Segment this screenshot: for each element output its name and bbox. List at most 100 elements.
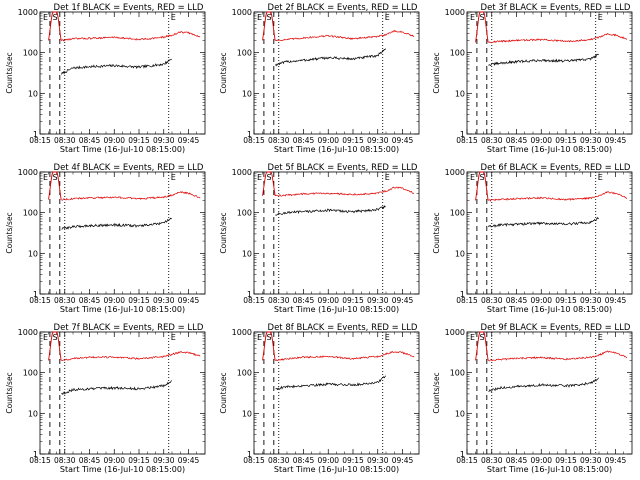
y-tick-label: 1000 bbox=[232, 8, 252, 17]
lld-peak bbox=[48, 171, 62, 200]
s-marker-label: S bbox=[53, 173, 58, 182]
y-tick-label: 100 bbox=[237, 369, 252, 378]
x-tick-label: 09:45 bbox=[605, 296, 627, 305]
y-tick-label: 100 bbox=[237, 49, 252, 58]
x-tick-label: 09:00 bbox=[103, 456, 125, 465]
x-axis-label: Start Time (16-Jul-10 08:15:00) bbox=[487, 145, 612, 154]
x-tick-label: 08:15 bbox=[456, 456, 478, 465]
x-axis-label: Start Time (16-Jul-10 08:15:00) bbox=[274, 305, 399, 314]
lld-peak bbox=[48, 11, 62, 41]
x-tick-label: 09:15 bbox=[555, 296, 577, 305]
y-tick-label: 1 bbox=[460, 130, 465, 139]
x-tick-label: 08:15 bbox=[456, 136, 478, 145]
y-axis-label: Counts/sec bbox=[219, 372, 228, 413]
y-tick-label: 100 bbox=[23, 369, 38, 378]
x-tick-label: 08:15 bbox=[456, 296, 478, 305]
x-tick-label: 08:30 bbox=[481, 456, 503, 465]
x-tick-label: 09:45 bbox=[178, 296, 200, 305]
x-tick-label: 08:30 bbox=[481, 296, 503, 305]
y-tick-label: 1000 bbox=[445, 328, 465, 337]
x-axis-label: Start Time (16-Jul-10 08:15:00) bbox=[274, 465, 399, 474]
panel-title: Det 1f BLACK = Events, RED = LLD bbox=[54, 3, 204, 13]
x-axis-label: Start Time (16-Jul-10 08:15:00) bbox=[487, 305, 612, 314]
x-tick-label: 09:30 bbox=[580, 456, 602, 465]
y-axis-label: Counts/sec bbox=[219, 52, 228, 93]
x-axis-label: Start Time (16-Jul-10 08:15:00) bbox=[60, 305, 185, 314]
e-marker-label: E bbox=[171, 333, 176, 342]
e-marker-label: E bbox=[385, 173, 390, 182]
s-marker-label: S bbox=[53, 13, 58, 22]
x-tick-label: 09:45 bbox=[392, 296, 414, 305]
x-tick-label: 08:45 bbox=[293, 296, 315, 305]
panel-title: Det 9f BLACK = Events, RED = LLD bbox=[481, 323, 631, 333]
s-marker-label: S bbox=[267, 13, 272, 22]
x-tick-label: 09:15 bbox=[555, 136, 577, 145]
x-tick-label: 09:15 bbox=[342, 456, 364, 465]
panel-title: Det 4f BLACK = Events, RED = LLD bbox=[54, 163, 204, 173]
y-tick-label: 1 bbox=[247, 290, 252, 299]
x-axis-label: Start Time (16-Jul-10 08:15:00) bbox=[60, 465, 185, 474]
y-tick-label: 1 bbox=[460, 450, 465, 459]
x-tick-label: 08:45 bbox=[293, 136, 315, 145]
x-tick-label: 09:30 bbox=[153, 136, 175, 145]
events-series-line bbox=[61, 58, 172, 75]
y-tick-label: 10 bbox=[242, 89, 252, 98]
x-axis-label: Start Time (16-Jul-10 08:15:00) bbox=[274, 145, 399, 154]
x-tick-label: 08:30 bbox=[54, 136, 76, 145]
x-tick-label: 08:30 bbox=[54, 296, 76, 305]
s-marker-label: S bbox=[480, 333, 485, 342]
e-marker-label: E bbox=[171, 13, 176, 22]
events-series-line bbox=[61, 380, 172, 396]
events-series-line bbox=[275, 48, 386, 67]
x-tick-label: 08:30 bbox=[481, 136, 503, 145]
panel-title: Det 3f BLACK = Events, RED = LLD bbox=[481, 3, 631, 13]
x-tick-label: 08:45 bbox=[79, 296, 101, 305]
e-marker-label: E bbox=[257, 13, 262, 22]
events-series-line bbox=[61, 217, 172, 230]
x-tick-label: 09:45 bbox=[605, 456, 627, 465]
y-axis-label: Counts/sec bbox=[432, 212, 441, 253]
y-tick-label: 1 bbox=[33, 290, 38, 299]
x-tick-label: 09:30 bbox=[367, 296, 389, 305]
e-marker-label: E bbox=[598, 333, 603, 342]
x-tick-label: 09:45 bbox=[605, 136, 627, 145]
y-tick-label: 1000 bbox=[232, 168, 252, 177]
x-tick-label: 09:15 bbox=[342, 136, 364, 145]
e-marker-label: E bbox=[43, 333, 48, 342]
y-axis-label: Counts/sec bbox=[5, 372, 14, 413]
x-tick-label: 08:15 bbox=[243, 456, 265, 465]
e-marker-label: E bbox=[470, 173, 475, 182]
y-tick-label: 100 bbox=[450, 209, 465, 218]
y-tick-label: 100 bbox=[450, 49, 465, 58]
y-tick-label: 1000 bbox=[232, 328, 252, 337]
x-tick-label: 09:00 bbox=[530, 296, 552, 305]
x-tick-label: 09:30 bbox=[367, 456, 389, 465]
detector-panel: Det 3f BLACK = Events, RED = LLD 1 10 100 10… bbox=[432, 3, 633, 154]
panel-title: Det 7f BLACK = Events, RED = LLD bbox=[54, 323, 204, 333]
e-marker-label: E bbox=[598, 13, 603, 22]
x-tick-label: 08:45 bbox=[506, 456, 528, 465]
detector-panel: Det 9f BLACK = Events, RED = LLD 1 10 100 10… bbox=[432, 323, 633, 474]
s-marker-label: S bbox=[53, 333, 58, 342]
x-tick-label: 09:30 bbox=[580, 296, 602, 305]
y-tick-label: 10 bbox=[455, 249, 465, 258]
lld-peak bbox=[48, 331, 62, 361]
x-tick-label: 09:00 bbox=[530, 456, 552, 465]
e-marker-label: E bbox=[470, 13, 475, 22]
e-marker-label: E bbox=[385, 333, 390, 342]
y-tick-label: 100 bbox=[450, 369, 465, 378]
events-series-line bbox=[275, 375, 386, 391]
s-marker-label: S bbox=[267, 333, 272, 342]
x-tick-label: 09:00 bbox=[317, 296, 339, 305]
y-tick-label: 10 bbox=[28, 409, 38, 418]
x-tick-label: 09:00 bbox=[103, 136, 125, 145]
e-marker-label: E bbox=[171, 173, 176, 182]
y-tick-label: 10 bbox=[28, 89, 38, 98]
events-series-line bbox=[488, 216, 599, 228]
y-tick-label: 1 bbox=[247, 130, 252, 139]
detector-panel: Det 1f BLACK = Events, RED = LLD 1 10 100 10… bbox=[5, 3, 206, 154]
x-tick-label: 08:45 bbox=[506, 136, 528, 145]
panel-title: Det 2f BLACK = Events, RED = LLD bbox=[268, 3, 418, 13]
lld-peak bbox=[475, 11, 489, 43]
